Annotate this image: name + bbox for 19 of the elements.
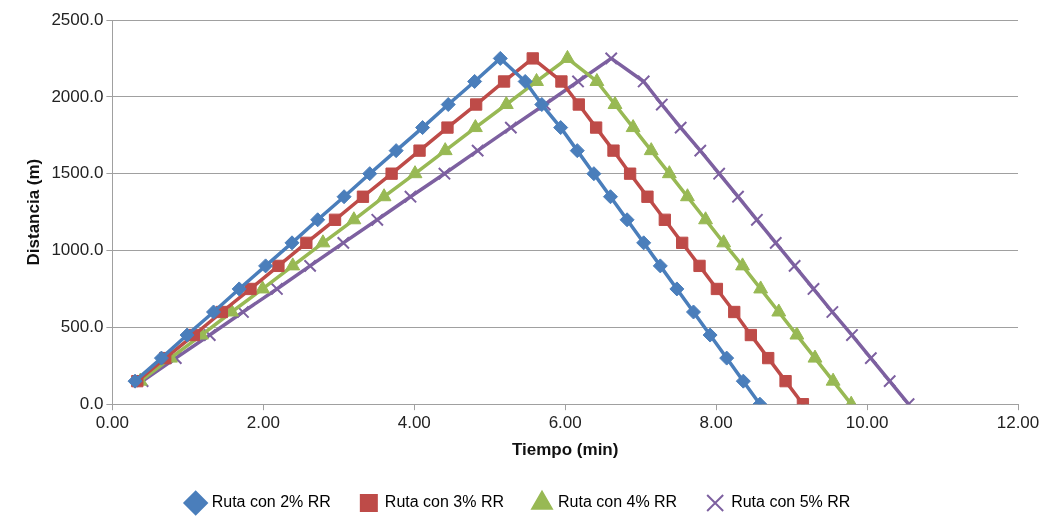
- y-axis-title: Distancia (m): [23, 158, 43, 266]
- y-tick-label: 2500.0: [51, 9, 104, 29]
- legend-label: Ruta con 2% RR: [211, 493, 331, 511]
- y-tick-label: 0.0: [79, 393, 104, 413]
- y-tick-label: 500.0: [60, 317, 104, 337]
- x-tick-label: 2.00: [246, 413, 280, 433]
- x-tick-label: 4.00: [397, 413, 431, 433]
- legend-label: Ruta con 5% RR: [731, 493, 851, 511]
- y-tick-label: 1000.0: [51, 240, 104, 260]
- legend-label: Ruta con 4% RR: [558, 493, 678, 511]
- legend-label: Ruta con 3% RR: [384, 493, 505, 511]
- x-axis-title: Tiempo (min): [511, 440, 619, 460]
- x-tick-label: 12.00: [996, 413, 1040, 433]
- x-tick-label: 8.00: [699, 413, 733, 433]
- y-tick-label: 1500.0: [51, 163, 104, 183]
- x-tick-label: 0.00: [95, 413, 129, 433]
- x-tick-label: 10.00: [845, 413, 889, 433]
- y-tick-label: 2000.0: [51, 86, 104, 106]
- x-tick-label: 6.00: [548, 413, 582, 433]
